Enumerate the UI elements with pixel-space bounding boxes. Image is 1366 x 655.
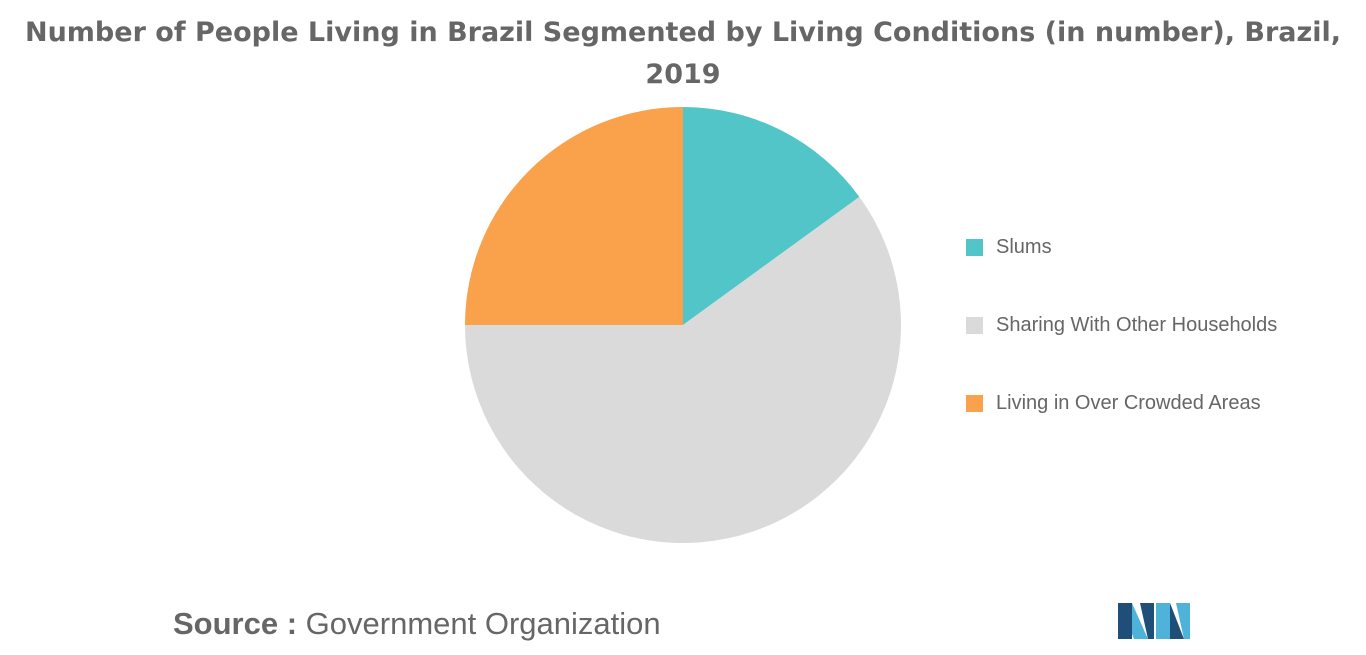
source-text: Government Organization — [305, 606, 661, 641]
source-note: Source : Government Organization — [173, 606, 661, 642]
legend-label: Sharing With Other Households — [996, 313, 1278, 336]
legend-swatch — [966, 316, 983, 334]
mordor-intelligence-logo-icon — [1118, 603, 1190, 639]
chart-legend: Slums Sharing With Other Households Livi… — [966, 232, 1277, 466]
legend-swatch — [966, 238, 983, 256]
chart-title: Number of People Living in Brazil Segmen… — [0, 12, 1366, 96]
pie-slice-slums — [683, 107, 860, 325]
pie-slice-sharing-with-other-households — [465, 196, 901, 543]
pie-slice-living-in-over-crowded-areas — [465, 107, 683, 325]
legend-label: Living in Over Crowded Areas — [996, 391, 1261, 414]
chart-title-line-2: 2019 — [645, 59, 721, 90]
legend-item-slums: Slums — [966, 232, 1277, 262]
pie-slices-group — [465, 107, 901, 543]
source-label: Source : — [173, 606, 298, 641]
legend-item-living-in-over-crowded-areas: Living in Over Crowded Areas — [966, 388, 1277, 418]
legend-item-sharing-with-other-households: Sharing With Other Households — [966, 310, 1277, 340]
legend-swatch — [966, 394, 983, 412]
chart-title-line-1: Number of People Living in Brazil Segmen… — [24, 17, 1342, 48]
legend-label: Slums — [996, 235, 1052, 258]
